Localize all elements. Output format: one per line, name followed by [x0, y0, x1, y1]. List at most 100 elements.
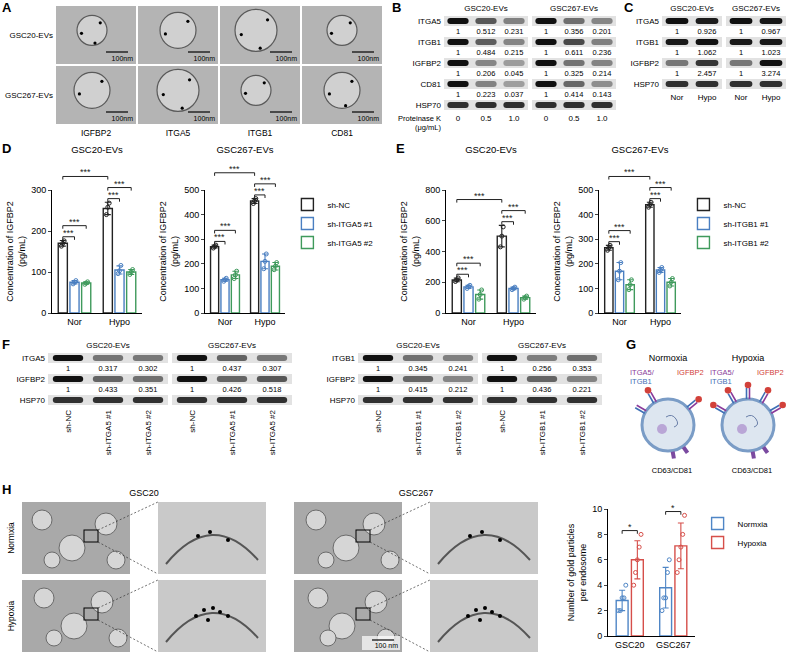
svg-text:0.414: 0.414 [565, 90, 584, 99]
svg-text:IGFBP2: IGFBP2 [631, 59, 660, 68]
svg-text:Hypo: Hypo [109, 317, 130, 327]
svg-text:200: 200 [184, 259, 199, 269]
svg-text:***: *** [650, 190, 661, 200]
svg-text:400: 400 [578, 210, 593, 220]
svg-text:GSC20-EVs: GSC20-EVs [396, 341, 440, 350]
svg-text:1: 1 [190, 364, 194, 373]
svg-text:ITGA5: ITGA5 [418, 17, 442, 26]
svg-text:GSC20-EVs: GSC20-EVs [86, 341, 130, 350]
svg-text:0.143: 0.143 [593, 90, 612, 99]
svg-text:0: 0 [544, 114, 549, 123]
svg-text:100nm: 100nm [358, 55, 380, 62]
svg-text:1: 1 [544, 27, 548, 36]
svg-text:Hypo: Hypo [762, 93, 781, 102]
svg-text:0.967: 0.967 [762, 27, 781, 36]
svg-text:ITGB1: ITGB1 [630, 377, 652, 386]
svg-text:HSP70: HSP70 [330, 396, 356, 405]
svg-text:100nm: 100nm [194, 115, 216, 122]
svg-text:3.274: 3.274 [762, 69, 781, 78]
svg-text:500: 500 [578, 185, 593, 195]
svg-text:100 nm: 100 nm [375, 642, 399, 649]
svg-text:100nm: 100nm [112, 55, 134, 62]
svg-text:0.436: 0.436 [533, 385, 552, 394]
svg-text:1: 1 [500, 364, 504, 373]
svg-text:GSC20: GSC20 [129, 488, 159, 498]
svg-text:***: *** [80, 167, 91, 177]
svg-text:GSC267: GSC267 [656, 640, 691, 650]
svg-text:***: *** [655, 179, 666, 189]
svg-text:GSC20-EVs: GSC20-EVs [465, 144, 517, 155]
svg-text:300: 300 [578, 234, 593, 244]
svg-text:0.518: 0.518 [263, 385, 282, 394]
svg-text:ITGA5/: ITGA5/ [630, 368, 655, 377]
svg-text:0.214: 0.214 [593, 69, 612, 78]
svg-text:2.457: 2.457 [698, 69, 717, 78]
svg-text:1: 1 [739, 48, 743, 57]
svg-text:100nm: 100nm [194, 55, 216, 62]
svg-text:ITGB1: ITGB1 [248, 128, 273, 138]
svg-text:0.5: 0.5 [568, 114, 580, 123]
svg-text:H: H [2, 482, 11, 497]
svg-text:***: *** [457, 265, 468, 275]
svg-text:HSP70: HSP70 [416, 101, 442, 110]
svg-text:100nm: 100nm [276, 55, 298, 62]
svg-text:0.351: 0.351 [139, 385, 158, 394]
svg-text:ITGB1: ITGB1 [710, 377, 732, 386]
svg-text:Concentration of IGFBP2(pg/mL): Concentration of IGFBP2(pg/mL) [552, 201, 574, 302]
svg-text:0.5: 0.5 [480, 114, 492, 123]
svg-text:sh-NC: sh-NC [327, 201, 350, 210]
svg-text:0.223: 0.223 [477, 90, 496, 99]
svg-text:Hypo: Hypo [254, 317, 275, 327]
svg-text:0.484: 0.484 [477, 48, 496, 57]
svg-text:300: 300 [184, 234, 199, 244]
svg-text:GSC20-EVs: GSC20-EVs [464, 4, 508, 13]
svg-text:***: *** [614, 222, 625, 232]
svg-text:IGFBP2: IGFBP2 [757, 368, 784, 377]
svg-text:1.0: 1.0 [596, 114, 608, 123]
svg-text:CD63/CD81: CD63/CD81 [652, 466, 692, 475]
svg-text:1.023: 1.023 [762, 48, 781, 57]
svg-text:GSC20: GSC20 [615, 640, 645, 650]
svg-text:Concentration of IGFBP2(pg/mL): Concentration of IGFBP2(pg/mL) [158, 201, 180, 302]
svg-text:GSC20-EVs: GSC20-EVs [670, 4, 714, 13]
svg-text:1: 1 [456, 27, 460, 36]
svg-text:0.256: 0.256 [533, 364, 552, 373]
svg-text:ITGB1: ITGB1 [636, 38, 660, 47]
svg-text:0.307: 0.307 [263, 364, 282, 373]
svg-text:GSC267-EVs: GSC267-EVs [5, 91, 53, 100]
svg-text:HSP70: HSP70 [20, 396, 46, 405]
svg-text:0.045: 0.045 [505, 69, 524, 78]
svg-text:***: *** [108, 190, 119, 200]
svg-text:0.345: 0.345 [409, 364, 428, 373]
svg-text:0.241: 0.241 [449, 364, 468, 373]
svg-text:GSC267-EVs: GSC267-EVs [208, 341, 256, 350]
svg-text:sh-ITGB1 #2: sh-ITGB1 #2 [723, 239, 769, 248]
svg-text:0.212: 0.212 [449, 385, 468, 394]
svg-text:1: 1 [456, 48, 460, 57]
svg-text:0.302: 0.302 [139, 364, 158, 373]
svg-text:0: 0 [41, 308, 46, 318]
svg-text:***: *** [69, 217, 80, 227]
svg-text:***: *** [609, 233, 620, 243]
svg-text:0.415: 0.415 [409, 385, 428, 394]
svg-text:***: *** [220, 221, 231, 231]
svg-text:CD63/CD81: CD63/CD81 [732, 466, 772, 475]
svg-text:GSC267-EVs: GSC267-EVs [611, 144, 668, 155]
svg-text:600: 600 [425, 216, 440, 226]
svg-text:1: 1 [500, 385, 504, 394]
svg-text:100nm: 100nm [276, 115, 298, 122]
svg-text:GSC267: GSC267 [399, 488, 434, 498]
svg-text:0: 0 [456, 114, 461, 123]
svg-text:1: 1 [66, 364, 70, 373]
svg-text:IGFBP2: IGFBP2 [327, 375, 356, 384]
svg-text:GSC20-EVs: GSC20-EVs [9, 31, 53, 40]
svg-text:ITGB1: ITGB1 [332, 354, 356, 363]
svg-text:0.221: 0.221 [573, 385, 592, 394]
svg-text:sh-NC: sh-NC [188, 410, 197, 433]
svg-text:*: * [671, 503, 675, 513]
svg-text:***: *** [502, 213, 513, 223]
svg-text:sh-ITGA5 #2: sh-ITGA5 #2 [268, 409, 277, 455]
svg-text:0.231: 0.231 [505, 27, 524, 36]
svg-text:C: C [624, 0, 634, 15]
svg-text:***: *** [229, 164, 240, 174]
